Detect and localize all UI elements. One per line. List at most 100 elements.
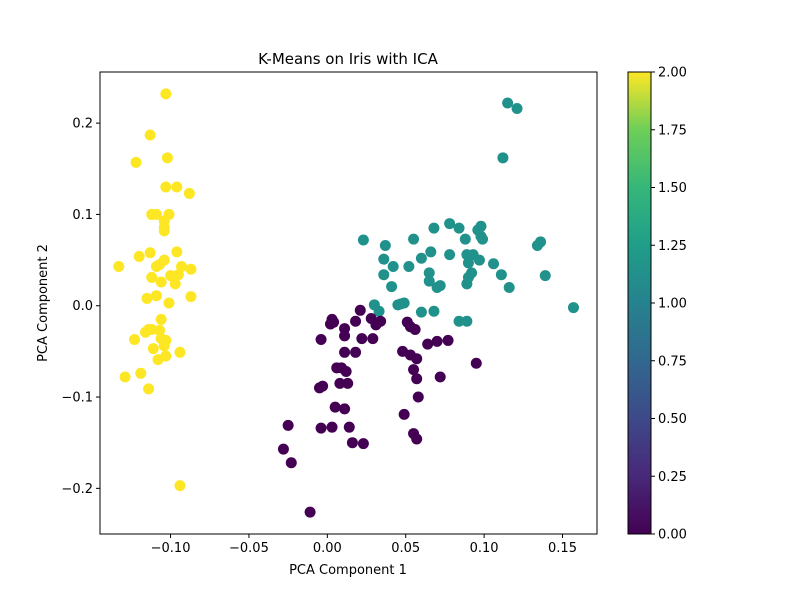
point-cluster-0 xyxy=(411,373,423,385)
point-cluster-2 xyxy=(143,383,155,395)
x-tick-label: 0.05 xyxy=(391,541,420,556)
data-points xyxy=(113,88,579,518)
point-cluster-2 xyxy=(158,225,170,237)
point-cluster-2 xyxy=(154,324,166,336)
x-tick-label: 0.15 xyxy=(548,541,577,556)
point-cluster-1 xyxy=(473,254,485,266)
point-cluster-2 xyxy=(169,278,181,290)
point-cluster-2 xyxy=(152,354,164,366)
point-cluster-1 xyxy=(415,252,427,264)
point-cluster-1 xyxy=(567,302,579,314)
point-cluster-0 xyxy=(356,333,368,345)
point-cluster-2 xyxy=(141,292,153,304)
colorbar-tick-label: 1.50 xyxy=(658,181,687,196)
point-cluster-2 xyxy=(150,208,162,220)
point-cluster-1 xyxy=(386,281,398,293)
point-cluster-2 xyxy=(128,334,140,346)
point-cluster-0 xyxy=(442,334,454,346)
point-cluster-2 xyxy=(144,247,156,259)
point-cluster-1 xyxy=(444,218,456,230)
point-cluster-2 xyxy=(160,181,172,193)
point-cluster-0 xyxy=(357,438,369,450)
point-cluster-1 xyxy=(488,258,500,270)
point-cluster-1 xyxy=(408,233,420,245)
colorbar-gradient xyxy=(627,71,652,535)
point-cluster-0 xyxy=(315,334,327,346)
point-cluster-1 xyxy=(444,249,456,261)
point-cluster-2 xyxy=(130,156,142,168)
point-cluster-0 xyxy=(282,419,294,431)
point-cluster-0 xyxy=(409,323,421,335)
chart-title: K-Means on Iris with ICA xyxy=(258,50,438,68)
point-cluster-0 xyxy=(324,318,336,330)
point-cluster-2 xyxy=(158,340,170,352)
point-cluster-2 xyxy=(160,88,172,100)
point-cluster-2 xyxy=(146,271,158,283)
point-cluster-0 xyxy=(304,506,316,518)
point-cluster-1 xyxy=(461,278,473,290)
point-cluster-2 xyxy=(113,260,125,272)
point-cluster-0 xyxy=(434,371,446,383)
point-cluster-0 xyxy=(277,443,289,455)
point-cluster-0 xyxy=(398,408,410,420)
point-cluster-2 xyxy=(174,346,186,358)
y-axis-label: PCA Component 2 xyxy=(36,244,51,362)
point-cluster-2 xyxy=(155,313,167,325)
x-axis: −0.10 −0.05 0.00 0.05 0.10 0.15 xyxy=(151,534,577,556)
x-tick-label: 0.10 xyxy=(470,541,499,556)
point-cluster-0 xyxy=(411,353,423,365)
point-cluster-1 xyxy=(398,297,410,309)
point-cluster-0 xyxy=(350,315,362,327)
point-cluster-2 xyxy=(133,250,145,262)
point-cluster-0 xyxy=(339,330,351,342)
colorbar-tick-label: 1.25 xyxy=(658,239,687,254)
y-tick-label: −0.1 xyxy=(61,391,93,406)
point-cluster-1 xyxy=(423,275,435,287)
point-cluster-1 xyxy=(387,260,399,272)
point-cluster-2 xyxy=(154,259,166,271)
colorbar-tick-label: 2.00 xyxy=(658,66,687,81)
point-cluster-2 xyxy=(183,187,195,199)
point-cluster-1 xyxy=(373,305,385,317)
point-cluster-2 xyxy=(161,152,173,164)
x-tick-label: 0.00 xyxy=(313,541,342,556)
point-cluster-1 xyxy=(357,234,369,246)
point-cluster-1 xyxy=(503,281,515,293)
point-cluster-0 xyxy=(343,421,355,433)
point-cluster-1 xyxy=(434,280,446,292)
point-cluster-1 xyxy=(475,220,487,232)
point-cluster-2 xyxy=(171,181,183,193)
colorbar-tick-label: 0.50 xyxy=(658,412,687,427)
point-cluster-2 xyxy=(144,129,156,141)
colorbar-tick-label: 1.75 xyxy=(658,123,687,138)
point-cluster-1 xyxy=(415,306,427,318)
point-cluster-2 xyxy=(185,263,197,275)
plot-frame xyxy=(99,71,598,535)
point-cluster-0 xyxy=(354,304,366,316)
point-cluster-2 xyxy=(155,276,167,288)
point-cluster-2 xyxy=(119,371,131,383)
y-tick-label: 0.0 xyxy=(72,299,93,314)
colorbar-tick-label: 0.00 xyxy=(658,528,687,543)
point-cluster-0 xyxy=(408,364,420,376)
point-cluster-0 xyxy=(285,457,297,469)
point-cluster-0 xyxy=(334,377,346,389)
x-axis-label: PCA Component 1 xyxy=(289,563,407,578)
point-cluster-1 xyxy=(477,233,489,245)
y-axis: −0.2 −0.1 0.0 0.1 0.2 xyxy=(61,117,100,497)
colorbar-tick-label: 0.25 xyxy=(658,470,687,485)
point-cluster-1 xyxy=(495,269,507,281)
point-cluster-1 xyxy=(378,253,390,265)
point-cluster-0 xyxy=(326,421,338,433)
point-cluster-1 xyxy=(531,239,543,251)
point-cluster-0 xyxy=(342,377,354,389)
point-cluster-1 xyxy=(462,257,474,269)
point-cluster-0 xyxy=(470,357,482,369)
colorbar: 0.00 0.25 0.50 0.75 1.00 1.25 1.50 1.75 2.00 xyxy=(627,66,687,543)
point-cluster-1 xyxy=(425,246,437,258)
point-cluster-0 xyxy=(375,315,387,327)
point-cluster-0 xyxy=(350,346,362,358)
point-cluster-0 xyxy=(422,338,434,350)
point-cluster-2 xyxy=(171,246,183,258)
